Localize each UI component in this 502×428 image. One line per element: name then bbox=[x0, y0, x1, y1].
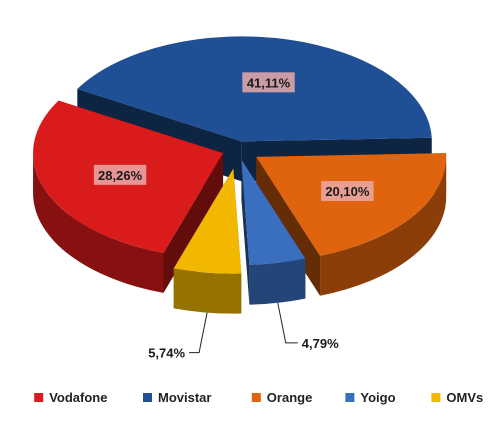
legend: Vodafone Movistar Orange Yoigo OMVs bbox=[34, 390, 483, 405]
pie-slice-top-yoigo bbox=[241, 159, 306, 265]
legend-label-yoigo: Yoigo bbox=[360, 390, 395, 405]
data-label-box-orange bbox=[321, 181, 374, 202]
legend-item-orange: Orange bbox=[251, 390, 313, 405]
labels-layer: 41,11% 20,10% 4,79% 5,74% 28,26% bbox=[93, 72, 374, 361]
data-label-box-vodafone bbox=[93, 164, 147, 185]
legend-item-yoigo: Yoigo bbox=[345, 390, 396, 405]
leader-line-omvs bbox=[189, 312, 208, 354]
pie-slice-omvs bbox=[173, 168, 242, 314]
legend-label-omvs: OMVs bbox=[446, 390, 483, 405]
slices-layer bbox=[33, 36, 447, 314]
legend-label-vodafone: Vodafone bbox=[49, 390, 107, 405]
data-label-yoigo: 4,79% bbox=[302, 336, 339, 351]
pie-slice-yoigo bbox=[241, 159, 306, 305]
legend-item-movistar: Movistar bbox=[143, 390, 211, 405]
legend-swatch-omvs bbox=[431, 393, 441, 402]
data-label-box-movistar bbox=[242, 72, 295, 93]
legend-item-vodafone: Vodafone bbox=[34, 390, 107, 405]
pie-slice-top-orange bbox=[256, 153, 447, 256]
pie-slice-rim-orange bbox=[320, 158, 447, 296]
legend-swatch-orange bbox=[251, 393, 261, 402]
legend-label-orange: Orange bbox=[267, 390, 313, 405]
legend-swatch-yoigo bbox=[345, 393, 355, 402]
pie-slice-rim-omvs bbox=[173, 268, 242, 314]
pie-slice-top-omvs bbox=[173, 168, 242, 274]
pie-slice-rim-vodafone bbox=[33, 154, 164, 293]
legend-swatch-vodafone bbox=[34, 393, 44, 402]
pie-slice-rim-yoigo bbox=[249, 258, 306, 305]
pie-slice-side-yoigo bbox=[241, 159, 250, 305]
pie-slice-orange bbox=[256, 153, 447, 296]
data-label-orange: 20,10% bbox=[325, 184, 370, 199]
data-label-movistar: 41,11% bbox=[247, 75, 291, 90]
data-label-omvs: 5,74% bbox=[148, 346, 185, 361]
data-label-vodafone: 28,26% bbox=[98, 168, 143, 183]
leader-line-yoigo bbox=[277, 302, 298, 344]
legend-label-movistar: Movistar bbox=[158, 390, 211, 405]
legend-swatch-movistar bbox=[143, 393, 152, 402]
legend-item-omvs: OMVs bbox=[431, 390, 483, 405]
